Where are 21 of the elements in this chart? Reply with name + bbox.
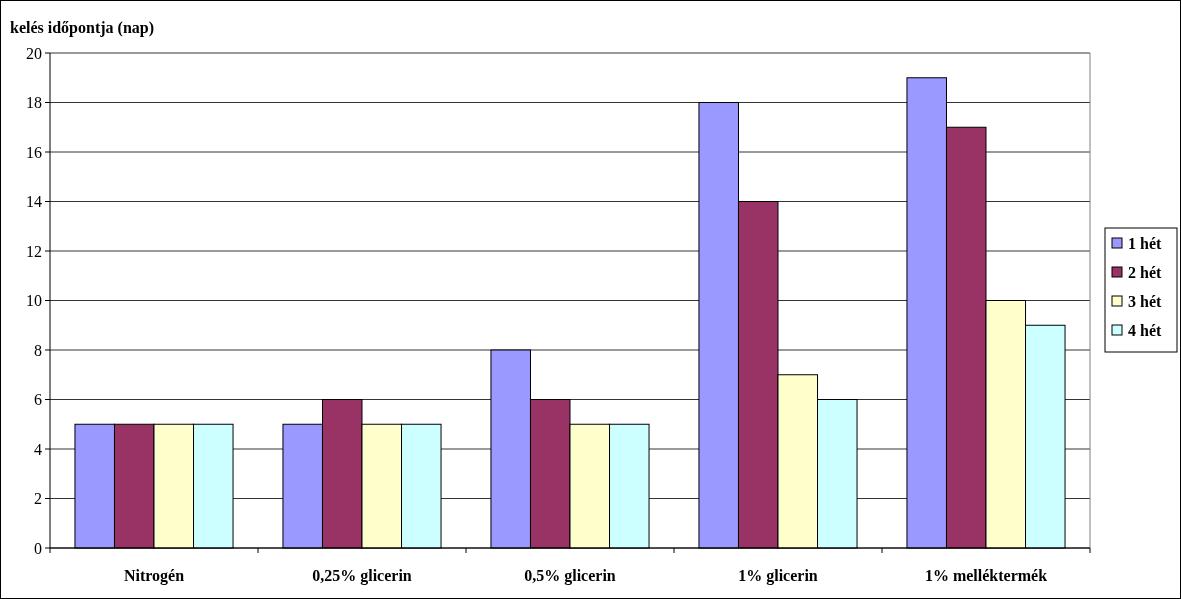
x-tick-label: 1% glicerin bbox=[738, 567, 818, 585]
y-tick-label: 0 bbox=[34, 539, 42, 557]
y-tick-label: 16 bbox=[26, 143, 42, 161]
y-tick-label: 4 bbox=[34, 440, 42, 458]
y-tick-label: 10 bbox=[26, 292, 42, 310]
x-tick-label: 0,5% glicerin bbox=[524, 567, 616, 585]
y-tick-label: 20 bbox=[26, 44, 42, 62]
legend-label: 2 hét bbox=[1128, 263, 1162, 281]
legend-label: 3 hét bbox=[1128, 292, 1162, 310]
y-tick-label: 14 bbox=[26, 193, 42, 211]
y-tick-label: 2 bbox=[34, 490, 42, 508]
x-tick-label: Nitrogén bbox=[123, 567, 185, 585]
y-axis-title: kelés időpontja (nap) bbox=[10, 19, 155, 37]
legend-label: 4 hét bbox=[1128, 321, 1162, 339]
y-tick-label: 18 bbox=[26, 94, 42, 112]
legend-label: 1 hét bbox=[1128, 234, 1162, 252]
x-tick-label: 0,25% glicerin bbox=[312, 567, 412, 585]
y-tick-label: 8 bbox=[34, 341, 42, 359]
y-tick-label: 12 bbox=[26, 242, 42, 260]
x-tick-label: 1% melléktermék bbox=[924, 567, 1048, 584]
y-tick-label: 6 bbox=[34, 391, 42, 409]
